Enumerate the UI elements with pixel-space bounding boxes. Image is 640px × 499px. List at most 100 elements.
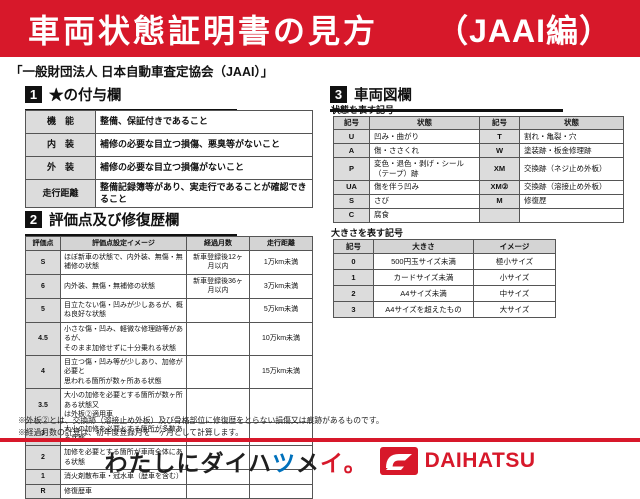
table-cell: A4サイズを超えたもの bbox=[373, 301, 474, 318]
section-number-badge: 3 bbox=[330, 86, 347, 103]
table-cell: 補修の必要な目立つ損傷、悪臭等がないこと bbox=[95, 133, 313, 157]
table-cell: 修復歴車 bbox=[60, 483, 187, 499]
table-cell: 目立つ傷・凹み等が少しあり、加修が必要と 思われる箇所が数ヶ所ある状態 bbox=[60, 354, 187, 390]
table-row: 6 内外装、無傷・無補修の状態 新車登録後36ヶ月以内 3万km未満 bbox=[25, 273, 313, 299]
size-symbols-table: 記号 大きさ イメージ 0 500円玉サイズ未満 極小サイズ 1 カードサイズ未満 小サイズ 2 A… bbox=[333, 239, 556, 318]
table-cell: XM② bbox=[479, 179, 520, 195]
table-cell: 極小サイズ bbox=[473, 253, 556, 270]
table-cell bbox=[186, 483, 250, 499]
state-symbols-table: 記号 状態 記号 状態 U 凹み・曲がり T 割れ・亀裂・穴 A 傷・ささくれ W 塗装跡・板金修理跡… bbox=[333, 116, 624, 223]
state-symbols-label: 状態を表す記号 bbox=[331, 105, 395, 115]
star-criteria-table: 機 能整備、保証付きであること内 装補修の必要な目立つ損傷、悪臭等がないこと外 … bbox=[25, 110, 313, 209]
table-cell: 3万km未満 bbox=[249, 273, 313, 299]
table-cell: 大サイズ bbox=[473, 301, 556, 318]
table-cell: 4.5 bbox=[25, 321, 61, 356]
table-row: 走行距離 整備記録簿等があり、実走行であることが確認できること bbox=[25, 178, 313, 209]
table-row: 外 装補修の必要な目立つ損傷がないこと bbox=[25, 156, 313, 180]
table-cell: R bbox=[25, 483, 61, 499]
table-cell: 2 bbox=[333, 285, 374, 302]
table-row: R 修復歴車 bbox=[25, 483, 313, 499]
column-header: 記号 bbox=[333, 116, 370, 130]
table-cell: 4 bbox=[25, 354, 61, 390]
table-row: 0 500円玉サイズ未満 極小サイズ bbox=[333, 253, 556, 270]
table-cell: S bbox=[25, 250, 61, 275]
table-cell: S bbox=[333, 193, 370, 209]
table-row: 3.5 大小の加修を必要とする箇所が数ヶ所ある状態又 は外板②適用車 bbox=[25, 388, 313, 423]
table-cell: 0 bbox=[333, 253, 374, 270]
table-row: A 傷・ささくれ W 塗装跡・板金修理跡 bbox=[333, 143, 624, 158]
table-cell: 変色・退色・剥げ・シール（テープ）跡 bbox=[369, 157, 480, 181]
table-cell: 補修の必要な目立つ損傷がないこと bbox=[95, 156, 313, 180]
table-cell: 目立たない傷・凹みが少しあるが、概ね良好な状態 bbox=[60, 297, 187, 323]
table-row: S ほぼ新車の状態で、内外装、無傷・無補修の状態 新車登録後12ヶ月以内 1万km未満 bbox=[25, 250, 313, 275]
column-header: 走行距離 bbox=[249, 236, 313, 251]
table-cell: 小サイズ bbox=[473, 269, 556, 286]
table-cell: 交換跡（溶接止め外板） bbox=[519, 179, 624, 195]
table-cell: 整備記録簿等があり、実走行であることが確認できること bbox=[95, 178, 313, 209]
table-cell: T bbox=[479, 129, 520, 144]
table-cell: 傷を伴う凹み bbox=[369, 179, 480, 195]
table-cell: U bbox=[333, 129, 370, 144]
table-cell: 内外装、無傷・無補修の状態 bbox=[60, 273, 187, 299]
page-title-edition: （JAAI編） bbox=[436, 12, 612, 49]
section-title: 評価点及び修復歴欄 bbox=[49, 213, 180, 229]
table-cell: UA bbox=[333, 179, 370, 195]
slogan-char: イ bbox=[224, 450, 249, 476]
table-cell: 新車登録後36ヶ月以内 bbox=[186, 273, 250, 299]
table-cell: 500円玉サイズ未満 bbox=[373, 253, 474, 270]
footnotes: ※外板②とは、交換跡（溶接止め外板）及び骨格部位に修復歴をとらない損傷又は痕跡が… bbox=[18, 415, 384, 438]
table-cell bbox=[479, 207, 520, 223]
slogan-char: わ bbox=[104, 450, 129, 476]
footer-brand-row: わたしにダイハツメイ。 DAIHATSU bbox=[0, 445, 640, 477]
table-cell: 腐食 bbox=[369, 207, 480, 223]
table-cell bbox=[249, 445, 313, 471]
table-cell: 走行距離 bbox=[25, 178, 96, 209]
slogan-char: ツ bbox=[272, 450, 297, 476]
table-cell bbox=[249, 421, 313, 447]
page-title: 車両状態証明書の見方 bbox=[28, 12, 379, 49]
column-header: 状態 bbox=[519, 116, 624, 130]
table-row: 2 A4サイズ未満 中サイズ bbox=[333, 285, 556, 302]
footer-divider bbox=[0, 438, 640, 442]
evaluation-score-table: 評価点 評価点設定イメージ 経過月数 走行距離 S ほぼ新車の状態で、内外装、無傷・無補修… bbox=[25, 236, 313, 499]
slogan-char: た bbox=[128, 450, 153, 476]
table-cell: 交換跡（ネジ止め外板） bbox=[519, 157, 624, 181]
table-row: 3大小の加修を必要とする箇所が多数ある状態 bbox=[25, 421, 313, 447]
daihatsu-slogan: わたしにダイハツメイ。 bbox=[104, 444, 367, 478]
table-row: 4 目立つ傷・凹み等が少しあり、加修が必要と 思われる箇所が数ヶ所ある状態 15万k… bbox=[25, 354, 313, 390]
table-cell bbox=[249, 483, 313, 499]
table-cell: 2 bbox=[25, 445, 61, 471]
table-cell: A bbox=[333, 143, 370, 158]
section-number-badge: 2 bbox=[25, 211, 42, 228]
column-header: 状態 bbox=[369, 116, 480, 130]
table-cell: 5万km未満 bbox=[249, 297, 313, 323]
table-cell: 新車登録後12ヶ月以内 bbox=[186, 250, 250, 275]
table-cell: 塗装跡・板金修理跡 bbox=[519, 143, 624, 158]
slogan-char: メ bbox=[296, 450, 321, 476]
table-cell: 6 bbox=[25, 273, 61, 299]
table-cell: W bbox=[479, 143, 520, 158]
section-number-badge: 1 bbox=[25, 86, 42, 103]
table-cell: 機 能 bbox=[25, 110, 96, 134]
table-row: C 腐食 bbox=[333, 207, 624, 223]
table-cell: 整備、保証付きであること bbox=[95, 110, 313, 134]
section-diagram-header: 3 車両図欄 bbox=[330, 84, 563, 112]
table-cell: 10万km未満 bbox=[249, 321, 313, 356]
table-cell: 外 装 bbox=[25, 156, 96, 180]
table-cell: M bbox=[479, 193, 520, 209]
table-row: UA 傷を伴う凹み XM② 交換跡（溶接止め外板） bbox=[333, 179, 624, 195]
table-cell: ほぼ新車の状態で、内外装、無傷・無補修の状態 bbox=[60, 250, 187, 275]
footnote-line: ※外板②とは、交換跡（溶接止め外板）及び骨格部位に修復歴をとらない損傷又は痕跡が… bbox=[18, 416, 384, 425]
table-cell: 内 装 bbox=[25, 133, 96, 157]
table-row: U 凹み・曲がり T 割れ・亀裂・穴 bbox=[333, 129, 624, 144]
table-row: 5 目立たない傷・凹みが少しあるが、概ね良好な状態 5万km未満 bbox=[25, 297, 313, 323]
table-cell bbox=[519, 207, 624, 223]
column-header: 経過月数 bbox=[186, 236, 250, 251]
organization-subtitle: 「一般財団法人 日本自動車査定協会（JAAI）」 bbox=[10, 65, 274, 79]
table-row: S さび M 修復歴 bbox=[333, 193, 624, 209]
table-cell: 中サイズ bbox=[473, 285, 556, 302]
section-title: ★の付与欄 bbox=[49, 88, 122, 104]
table-cell: 割れ・亀裂・穴 bbox=[519, 129, 624, 144]
column-header: 記号 bbox=[479, 116, 520, 130]
table-header-row: 記号 状態 記号 状態 bbox=[333, 116, 624, 130]
